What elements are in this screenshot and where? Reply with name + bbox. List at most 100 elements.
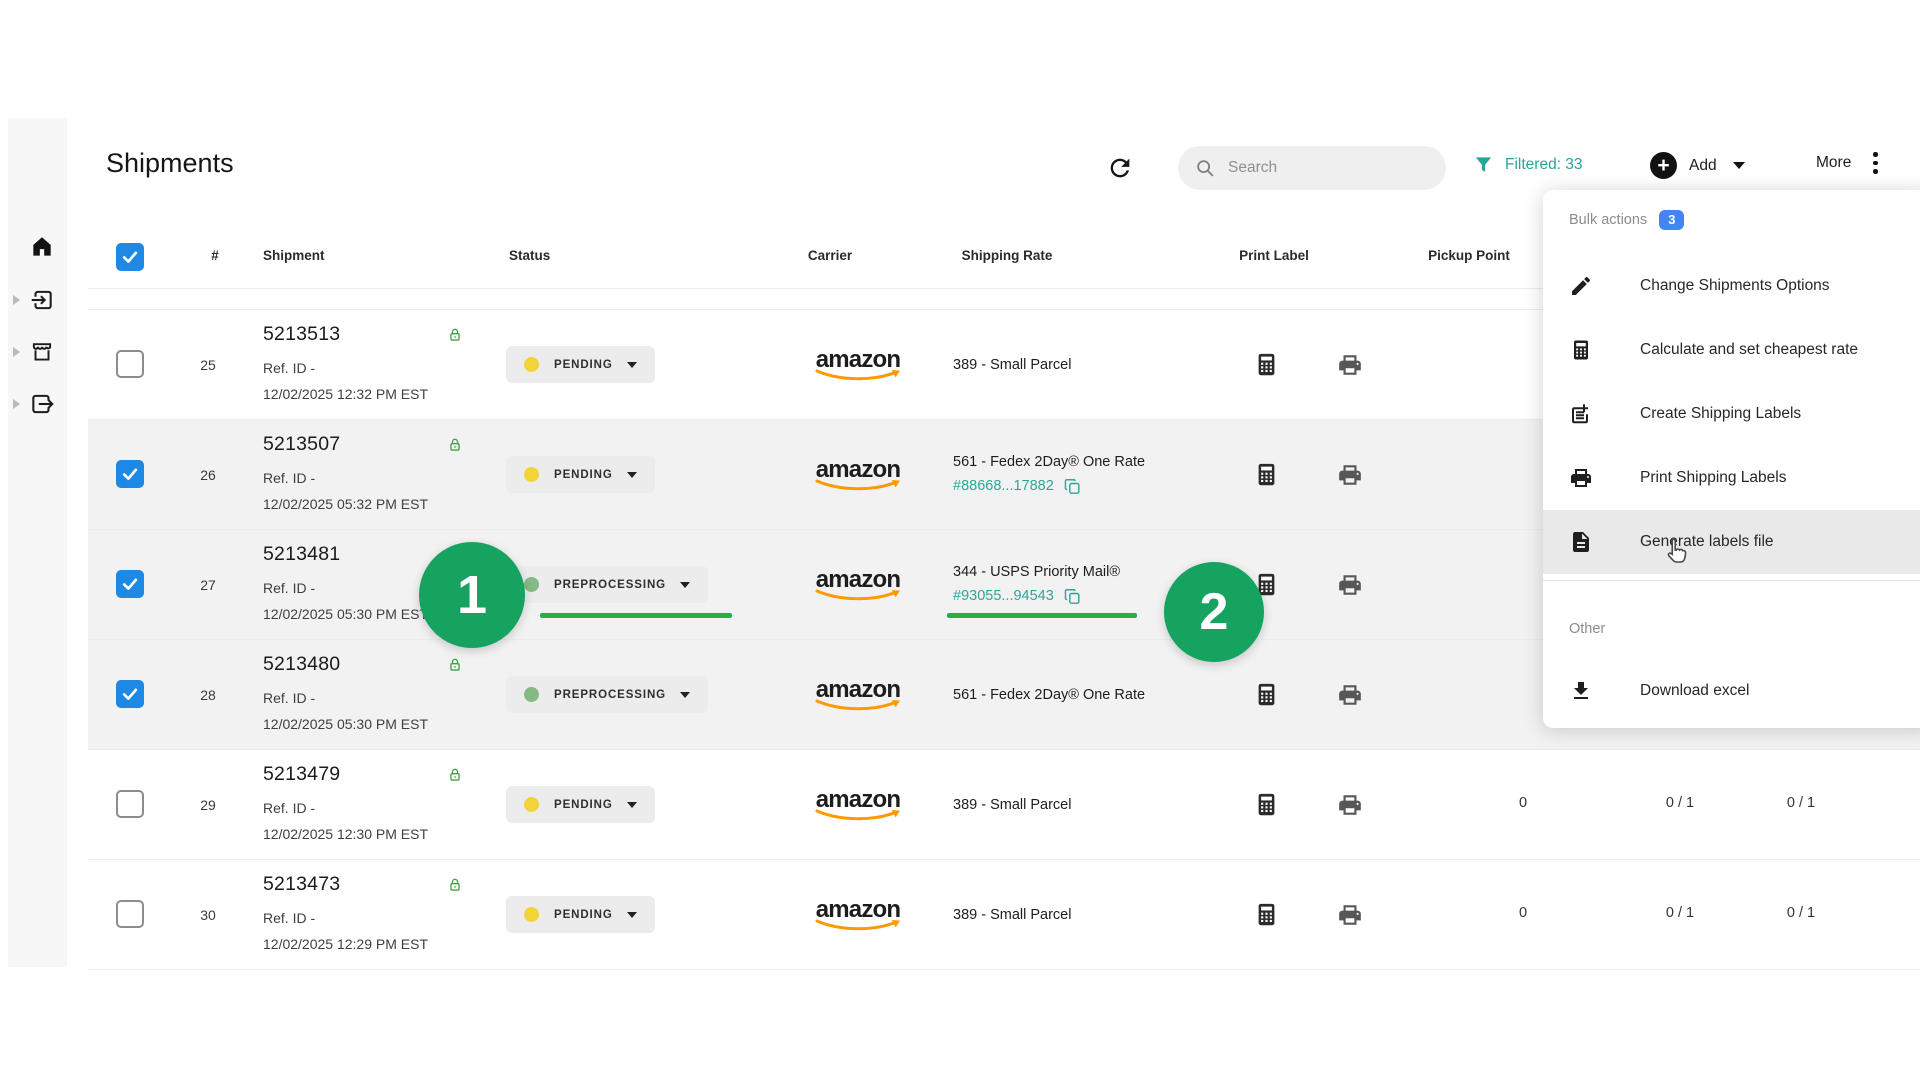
shipping-rate-cell: 561 - Fedex 2Day® One Rate #88668...1788…	[953, 420, 1193, 529]
shipment-id[interactable]: 5213479	[263, 763, 341, 785]
selected-count-badge: 3	[1659, 210, 1685, 230]
tracking-number-link[interactable]: #88668...17882	[953, 478, 1054, 494]
row-checkbox[interactable]	[116, 570, 144, 598]
status-label: PENDING	[554, 908, 613, 921]
status-dropdown[interactable]: PREPROCESSING	[506, 676, 709, 713]
sidebar-item-inbound[interactable]	[8, 283, 67, 317]
print-label-icon[interactable]	[1337, 352, 1364, 379]
copy-icon[interactable]	[1063, 587, 1082, 606]
bulk-actions-label: Bulk actions	[1569, 212, 1648, 228]
chevron-down-icon	[680, 691, 691, 698]
ref-id-label: Ref. ID -	[263, 580, 316, 596]
status-dropdown[interactable]: PENDING	[506, 896, 655, 933]
shipment-id[interactable]: 5213473	[263, 873, 341, 895]
kebab-menu-icon[interactable]	[1873, 152, 1878, 174]
print-label-icon[interactable]	[1337, 462, 1364, 489]
expand-caret-icon[interactable]	[13, 399, 20, 409]
refresh-icon[interactable]	[1106, 154, 1134, 182]
chevron-down-icon	[680, 581, 691, 588]
calculate-rate-icon[interactable]	[1253, 791, 1280, 818]
row-checkbox[interactable]	[116, 790, 144, 818]
filtered-count-label: Filtered: 33	[1505, 155, 1583, 173]
expand-caret-icon[interactable]	[13, 347, 20, 357]
status-label: PENDING	[554, 468, 613, 481]
carrier-logo: amazon	[798, 640, 918, 749]
search-input[interactable]	[1226, 158, 1430, 178]
tutorial-step-1-badge: 1	[419, 542, 525, 648]
status-dropdown[interactable]: PENDING	[506, 786, 655, 823]
menu-item-calculate-and-set-cheapest-rate[interactable]: Calculate and set cheapest rate	[1543, 318, 1920, 382]
filter-icon	[1475, 157, 1492, 172]
shipment-id[interactable]: 5213507	[263, 433, 341, 455]
filter-button[interactable]: Filtered: 33	[1472, 153, 1583, 176]
sidebar	[8, 118, 67, 967]
sidebar-item-store[interactable]	[8, 335, 67, 369]
row-checkbox[interactable]	[116, 680, 144, 708]
row-number: 25	[200, 357, 216, 373]
column-header-status: Status	[509, 248, 551, 263]
search-icon	[1197, 160, 1214, 177]
copy-icon[interactable]	[1063, 477, 1082, 496]
add-label: Add	[1689, 156, 1717, 174]
print-label-icon[interactable]	[1337, 792, 1364, 819]
ref-id-label: Ref. ID -	[263, 800, 316, 816]
shipment-date: 12/02/2025 12:32 PM EST	[263, 386, 428, 402]
search-box[interactable]	[1178, 146, 1446, 190]
shipment-id[interactable]: 5213480	[263, 653, 341, 675]
menu-item-create-shipping-labels[interactable]: Create Shipping Labels	[1543, 382, 1920, 446]
menu-item-label: Generate labels file	[1640, 533, 1774, 550]
note-add-icon	[1569, 402, 1593, 426]
menu-item-change-shipments-options[interactable]: Change Shipments Options	[1543, 254, 1920, 318]
status-dropdown[interactable]: PENDING	[506, 456, 655, 493]
calculator-icon	[1569, 338, 1593, 362]
menu-item-download-excel[interactable]: Download excel	[1543, 661, 1920, 721]
more-button[interactable]: More	[1816, 152, 1878, 174]
row-checkbox[interactable]	[116, 460, 144, 488]
column-header-num: #	[211, 248, 219, 263]
calculate-rate-icon[interactable]	[1253, 461, 1280, 488]
tracking-line: #93055...94543	[953, 587, 1193, 606]
print-label-icon[interactable]	[1337, 902, 1364, 929]
status-dot-icon	[524, 797, 539, 812]
add-button[interactable]: + Add	[1650, 152, 1745, 179]
shipment-date: 12/02/2025 12:30 PM EST	[263, 826, 428, 842]
shipment-date: 12/02/2025 12:29 PM EST	[263, 936, 428, 952]
menu-section-header: Bulk actions 3	[1543, 190, 1920, 230]
print-label-icon[interactable]	[1337, 572, 1364, 599]
pencil-icon	[1569, 274, 1593, 298]
expand-caret-icon[interactable]	[13, 295, 20, 305]
select-all-checkbox[interactable]	[116, 243, 144, 271]
status-dot-icon	[524, 357, 539, 372]
status-dropdown[interactable]: PREPROCESSING	[506, 566, 709, 603]
print-label-icon[interactable]	[1337, 682, 1364, 709]
table-header: # Shipment Status Carrier Shipping Rate …	[88, 230, 1920, 289]
calculate-rate-icon[interactable]	[1253, 681, 1280, 708]
other-section-label: Other	[1569, 621, 1606, 637]
tracking-line: #88668...17882	[953, 477, 1193, 496]
calculate-rate-icon[interactable]	[1253, 571, 1280, 598]
store-icon	[29, 339, 55, 365]
tutorial-underline-status	[540, 613, 732, 618]
row-checkbox[interactable]	[116, 900, 144, 928]
calculate-rate-icon[interactable]	[1253, 901, 1280, 928]
carrier-logo: amazon	[798, 530, 918, 639]
tracking-number-link[interactable]: #93055...94543	[953, 588, 1054, 604]
lock-icon	[446, 656, 464, 674]
carrier-logo: amazon	[798, 860, 918, 969]
shipment-id[interactable]: 5213481	[263, 543, 341, 565]
shipping-rate-cell: 389 - Small Parcel	[953, 310, 1193, 419]
chevron-down-icon	[626, 911, 637, 918]
sidebar-item-home[interactable]	[8, 230, 67, 264]
shipment-id[interactable]: 5213513	[263, 323, 341, 345]
menu-item-label: Create Shipping Labels	[1640, 405, 1802, 422]
chevron-down-icon	[626, 361, 637, 368]
sidebar-item-outbound[interactable]	[8, 387, 67, 421]
lock-icon	[446, 436, 464, 454]
status-dot-icon	[524, 577, 539, 592]
calculate-rate-icon[interactable]	[1253, 351, 1280, 378]
menu-item-label: Download excel	[1640, 682, 1750, 699]
menu-item-generate-labels-file[interactable]: Generate labels file	[1543, 510, 1920, 574]
row-checkbox[interactable]	[116, 350, 144, 378]
menu-item-print-shipping-labels[interactable]: Print Shipping Labels	[1543, 446, 1920, 510]
status-dropdown[interactable]: PENDING	[506, 346, 655, 383]
